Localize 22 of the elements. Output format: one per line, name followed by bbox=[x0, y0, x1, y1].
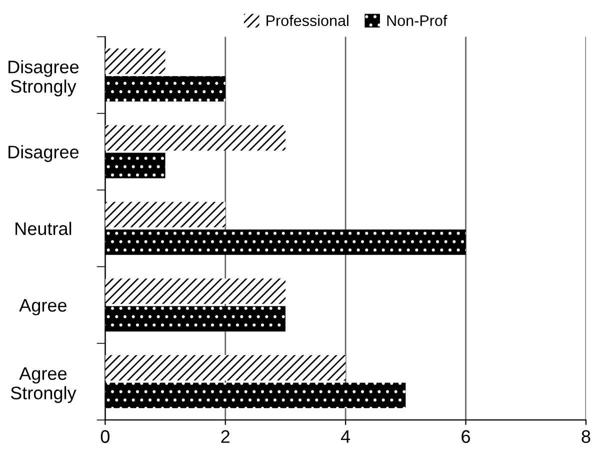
legend-label: Professional bbox=[266, 14, 348, 26]
y-tick-label: Neutral bbox=[16, 222, 72, 236]
bar bbox=[105, 355, 346, 381]
bar bbox=[105, 125, 286, 151]
y-tick-label: Agree bbox=[19, 299, 66, 316]
bar bbox=[105, 202, 226, 228]
legend-label: Non-Prof bbox=[387, 14, 448, 26]
bar bbox=[105, 48, 166, 74]
y-tick-label: Agree Strongly bbox=[10, 367, 76, 403]
bar bbox=[105, 76, 226, 102]
x-tick-label: 2 bbox=[221, 430, 230, 443]
bar bbox=[105, 229, 466, 255]
x-tick-label: 8 bbox=[582, 430, 590, 443]
x-tick-label: 4 bbox=[340, 430, 350, 443]
x-tick-label: 6 bbox=[462, 430, 470, 443]
y-tick-label: Disagree Strongly bbox=[8, 60, 79, 96]
x-tick-label: 0 bbox=[100, 430, 110, 443]
bar bbox=[105, 152, 166, 178]
y-tick-label: Disagree bbox=[8, 145, 79, 162]
bar bbox=[105, 382, 406, 408]
bar bbox=[105, 306, 286, 332]
bar bbox=[105, 278, 286, 304]
